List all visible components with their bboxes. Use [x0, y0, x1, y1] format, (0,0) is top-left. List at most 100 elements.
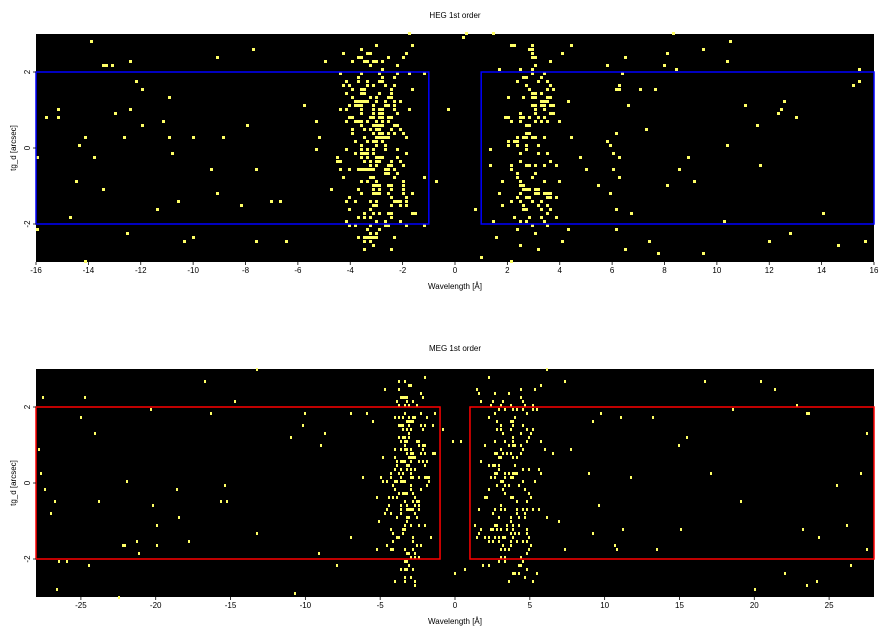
heg-event: [756, 124, 759, 127]
heg-event: [378, 136, 381, 139]
meg-event: [382, 480, 384, 483]
meg-event: [406, 448, 408, 451]
heg-event: [369, 160, 372, 163]
meg-event: [484, 536, 486, 539]
meg-event: [488, 464, 490, 467]
meg-event: [686, 436, 688, 439]
heg-event: [543, 116, 546, 119]
heg-event: [522, 188, 525, 191]
heg-event: [411, 192, 414, 195]
meg-event: [412, 400, 414, 403]
meg-event: [500, 548, 502, 551]
heg-event: [516, 140, 519, 143]
heg-event: [387, 184, 390, 187]
heg-event: [390, 116, 393, 119]
heg-event: [372, 132, 375, 135]
heg-event: [396, 148, 399, 151]
meg-event: [418, 504, 420, 507]
meg-event: [378, 520, 380, 523]
heg-event: [162, 120, 165, 123]
heg-event: [513, 216, 516, 219]
meg-event: [488, 540, 490, 543]
heg-title: HEG 1st order: [429, 11, 480, 20]
meg-event: [564, 380, 566, 383]
heg-event: [507, 140, 510, 143]
meg-event: [496, 484, 498, 487]
heg-x-tick-label: 6: [610, 266, 615, 275]
meg-event: [318, 552, 320, 555]
meg-event: [516, 508, 518, 511]
meg-event: [404, 580, 406, 583]
heg-x-tick-label: -12: [135, 266, 147, 275]
heg-event: [546, 96, 549, 99]
meg-event: [406, 492, 408, 495]
heg-event: [519, 116, 522, 119]
heg-event: [141, 124, 144, 127]
heg-event: [378, 156, 381, 159]
heg-event: [360, 100, 363, 103]
meg-event: [502, 488, 504, 491]
meg-event: [500, 428, 502, 431]
heg-event: [255, 168, 258, 171]
heg-event: [519, 192, 522, 195]
meg-event: [178, 516, 180, 519]
meg-event: [426, 484, 428, 487]
meg-event: [524, 404, 526, 407]
meg-event: [392, 484, 394, 487]
meg-event: [518, 484, 520, 487]
heg-event: [528, 164, 531, 167]
meg-event: [494, 452, 496, 455]
meg-event: [500, 504, 502, 507]
meg-event: [418, 500, 420, 503]
heg-event: [525, 136, 528, 139]
meg-event: [522, 424, 524, 427]
meg-event: [410, 524, 412, 527]
meg-event: [866, 432, 868, 435]
meg-event: [508, 392, 510, 395]
heg-event: [363, 240, 366, 243]
heg-event: [549, 60, 552, 63]
meg-event: [512, 536, 514, 539]
meg-event: [94, 432, 96, 435]
meg-event: [396, 464, 398, 467]
meg-event: [422, 460, 424, 463]
heg-event: [519, 152, 522, 155]
heg-event: [375, 124, 378, 127]
heg-event: [537, 188, 540, 191]
heg-event: [534, 56, 537, 59]
heg-event: [396, 172, 399, 175]
heg-event: [384, 220, 387, 223]
heg-event: [366, 80, 369, 83]
heg-event: [372, 84, 375, 87]
heg-event: [546, 196, 549, 199]
meg-event: [494, 440, 496, 443]
meg-event: [400, 476, 402, 479]
heg-event: [342, 176, 345, 179]
heg-event: [360, 92, 363, 95]
heg-event: [192, 236, 195, 239]
meg-event: [836, 484, 838, 487]
heg-event: [381, 108, 384, 111]
heg-event: [339, 160, 342, 163]
heg-event: [525, 196, 528, 199]
meg-event: [540, 440, 542, 443]
meg-event: [494, 464, 496, 467]
heg-event: [723, 220, 726, 223]
heg-event: [369, 236, 372, 239]
heg-event: [177, 200, 180, 203]
meg-event: [404, 528, 406, 531]
heg-event: [387, 168, 390, 171]
heg-event: [525, 220, 528, 223]
meg-event: [406, 504, 408, 507]
heg-event: [351, 60, 354, 63]
meg-event: [404, 576, 406, 579]
meg-event: [740, 500, 742, 503]
meg-event: [420, 412, 422, 415]
meg-event: [516, 500, 518, 503]
meg-event: [504, 556, 506, 559]
heg-event: [357, 216, 360, 219]
heg-event: [543, 136, 546, 139]
heg-event: [558, 180, 561, 183]
heg-event: [360, 108, 363, 111]
heg-event: [360, 72, 363, 75]
